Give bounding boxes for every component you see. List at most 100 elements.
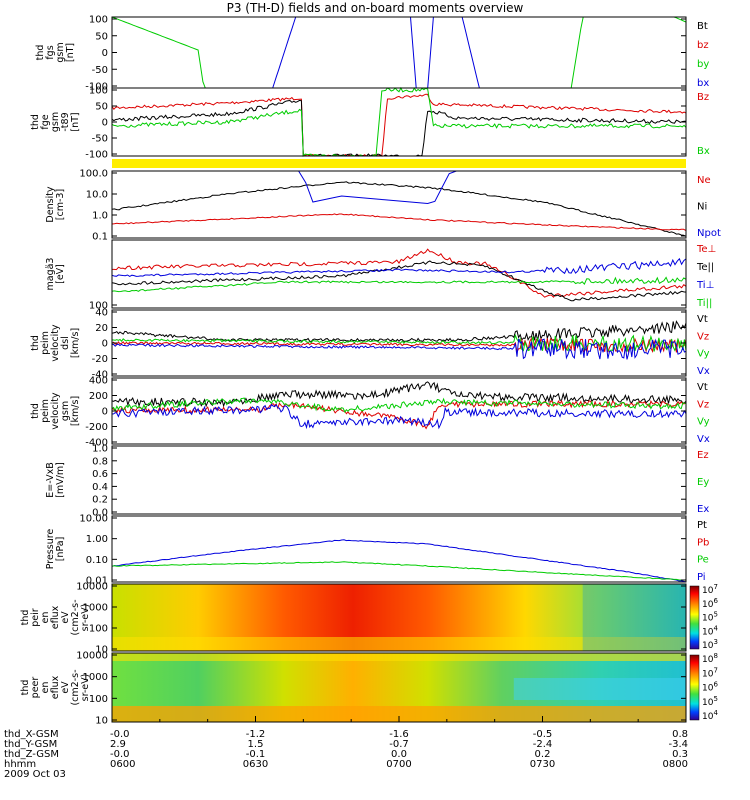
temp-frame bbox=[111, 239, 687, 309]
peer-ytick-label: 10 bbox=[95, 716, 108, 727]
fge-ylabel: -t89 bbox=[60, 112, 71, 131]
peer-ylabel: en bbox=[40, 682, 51, 694]
vgsm-panel: 400 200 0 -200 -400 thd peim velocity gsm [km/s] V… bbox=[30, 376, 710, 449]
peer-spectrogram bbox=[112, 653, 686, 722]
peir-colorbar bbox=[689, 585, 700, 650]
x-row-value: 0700 bbox=[386, 759, 411, 770]
vgsm-ytick-label: 200 bbox=[89, 391, 108, 402]
vgsm-frame bbox=[111, 377, 687, 445]
x-axis: thd_X-GSM -0.0 -1.2 -1.6 -0.5 0.8 thd_Y-GSM 2.9… bbox=[4, 716, 688, 780]
vgsm-ytick-label: 400 bbox=[89, 376, 108, 387]
peir-colorbar-label: 105 bbox=[702, 611, 718, 624]
peir-ytick-label: 100 bbox=[89, 624, 108, 635]
peer-colorbar bbox=[689, 654, 700, 721]
peer-colorbar-label: 106 bbox=[702, 681, 718, 694]
vdsl-vx-line bbox=[111, 338, 687, 360]
vgsm-vz-line bbox=[111, 399, 687, 430]
efield-panel: 1.00.8 0.6 0.4 0.2 0.0 E=-VxB [mV/m] Ez Ey Ex bbox=[45, 444, 709, 519]
spectrogram-low-band bbox=[112, 637, 686, 651]
efield-ytick-label: 0.0 bbox=[92, 508, 108, 519]
fge-ytick-label: 0 bbox=[102, 118, 108, 129]
x-row-value: -2.4 bbox=[533, 739, 553, 750]
legend-Pi: Pi bbox=[697, 572, 706, 583]
peir-spectrogram bbox=[112, 584, 686, 651]
peer-ylabel: thd bbox=[20, 680, 31, 696]
legend-Vz: Vz bbox=[697, 331, 709, 342]
peir-colorbar-label: 107 bbox=[702, 583, 718, 596]
density-ylabel: Density bbox=[45, 186, 56, 222]
peir-ylabel: en bbox=[40, 612, 51, 624]
density-frame bbox=[111, 170, 687, 239]
legend-Vx: Vx bbox=[697, 434, 710, 445]
vdsl-ytick-label: 40 bbox=[95, 308, 108, 319]
vdsl-vy-line bbox=[111, 333, 687, 353]
x-row-label: thd_Y-GSM bbox=[4, 739, 57, 750]
efield-ylabel: [mV/m] bbox=[55, 462, 66, 498]
efield-ytick-label: 0.2 bbox=[92, 495, 108, 506]
peer-ytick-label: 10000 bbox=[76, 651, 108, 662]
temp-panel: 100 magä3 [eV] Te⊥ Te|| Ti⊥ Ti|| bbox=[45, 239, 716, 312]
peir-ytick-label: 10 bbox=[95, 645, 108, 656]
temp-teperp-line bbox=[112, 248, 687, 298]
density-ylabel: [cm-3] bbox=[55, 189, 66, 220]
vdsl-ylabel: peim bbox=[40, 331, 51, 355]
efield-ytick-label: 0.4 bbox=[92, 482, 108, 493]
x-row-value: -0.7 bbox=[389, 739, 409, 750]
fge-ylabel: fge bbox=[40, 114, 51, 129]
peir-colorbar-label: 106 bbox=[702, 597, 718, 610]
vgsm-vt-line bbox=[111, 381, 687, 408]
density-ytick-label: 100.0 bbox=[79, 169, 108, 180]
peer-colorbar-label: 107 bbox=[702, 666, 718, 679]
spectrogram-cool-band bbox=[513, 678, 686, 700]
spectrogram-noise bbox=[582, 584, 686, 651]
x-row-value: -0.5 bbox=[533, 729, 553, 740]
legend-Ni: Ni bbox=[697, 202, 707, 213]
legend-Vy: Vy bbox=[697, 349, 710, 360]
legend-Te||: Te|| bbox=[696, 262, 714, 273]
pressure-pi-line bbox=[111, 539, 687, 583]
peir-ylabel: peir bbox=[30, 608, 41, 627]
vgsm-vx-line bbox=[111, 403, 687, 430]
peir-ylabel: eV bbox=[60, 611, 71, 624]
fge-bx-line bbox=[111, 86, 687, 158]
density-ni-line bbox=[111, 181, 687, 237]
efield-frame bbox=[111, 445, 687, 515]
peer-ytick-label: 100 bbox=[89, 694, 108, 705]
density-ne-line bbox=[111, 213, 687, 232]
peer-ylabel: eV bbox=[60, 681, 71, 694]
fgs-ylabel: [nT] bbox=[65, 43, 76, 62]
fge-ytick-label: 100 bbox=[89, 86, 108, 97]
fge-bz-line bbox=[111, 93, 687, 157]
legend-by: by bbox=[697, 59, 709, 70]
pressure-ylabel: [nPa] bbox=[55, 537, 66, 562]
fge-bt-line bbox=[111, 99, 686, 157]
legend-Bz: Bz bbox=[697, 92, 709, 103]
legend-Pb: Pb bbox=[697, 537, 709, 548]
fge-ylabel: gsm bbox=[50, 112, 61, 132]
peir-frame bbox=[111, 583, 687, 652]
x-row-value: 1.5 bbox=[248, 739, 264, 750]
peer-ylabel: (cm2-s- bbox=[70, 669, 81, 705]
peer-ylabel: sr-eV) bbox=[80, 674, 91, 702]
fge-panel: 100 50 0 -50 -100 thd fge gsm -t89 [nT] Bz Bx bbox=[30, 86, 710, 161]
fgs-ylabel: gsm bbox=[55, 42, 66, 62]
efield-ytick-label: 0.8 bbox=[92, 456, 108, 467]
density-ytick-label: 1.0 bbox=[92, 211, 108, 222]
pressure-frame bbox=[111, 515, 687, 583]
pressure-panel: 10.00 1.00 0.10 0.01 Pressure [nPa] Pt Pb Pe Pi bbox=[45, 514, 709, 587]
figure-title: P3 (TH-D) fields and on-board moments ov… bbox=[226, 1, 524, 15]
legend-Vt: Vt bbox=[697, 382, 708, 393]
temp-tipar-line bbox=[111, 276, 687, 293]
vgsm-ylabel: [km/s] bbox=[70, 396, 81, 426]
legend-bx: bx bbox=[697, 78, 709, 89]
x-row-value: 0.0 bbox=[391, 749, 407, 760]
vgsm-ylabel: gsm bbox=[60, 401, 71, 421]
vdsl-ytick-label: 0 bbox=[102, 339, 108, 350]
x-row-value: -1.2 bbox=[246, 729, 266, 740]
peir-colorbar-label: 103 bbox=[702, 638, 718, 651]
x-row-value: 2.9 bbox=[110, 739, 126, 750]
pressure-ylabel: Pressure bbox=[45, 529, 56, 570]
legend-bz: bz bbox=[697, 40, 709, 51]
legend-Ez: Ez bbox=[697, 450, 709, 461]
pressure-pe-line bbox=[111, 561, 687, 581]
